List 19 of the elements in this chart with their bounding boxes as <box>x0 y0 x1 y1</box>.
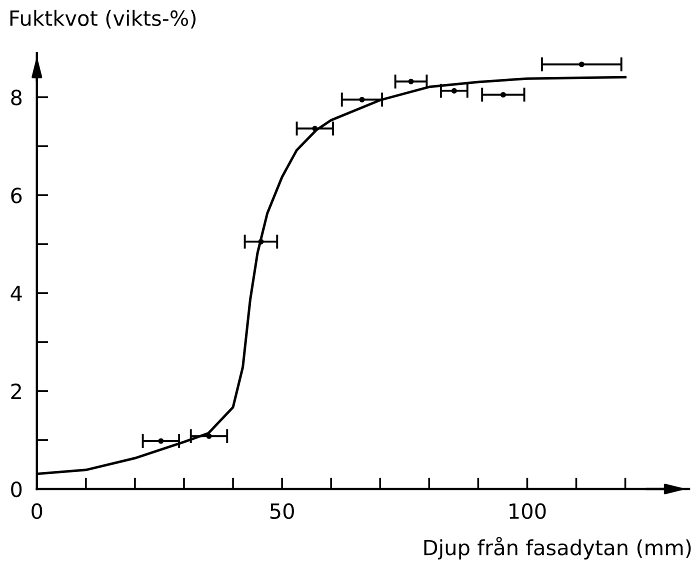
point <box>258 238 264 244</box>
x-tick-label: 50 <box>270 503 294 520</box>
y-axis-title: Fuktkvot (vikts-%) <box>10 10 196 28</box>
x-tick-label: 100 <box>510 503 546 520</box>
y-tick-label: 2 <box>11 384 21 399</box>
point <box>500 92 506 98</box>
y-tick-label: 8 <box>11 90 22 106</box>
x-axis-title: Djup från fasadytan (mm) <box>424 536 691 560</box>
y-tick-label: 4 <box>10 286 22 302</box>
point <box>408 78 414 84</box>
y-tick-label: 6 <box>11 188 22 204</box>
point <box>359 96 365 102</box>
point <box>451 88 457 94</box>
point <box>578 62 584 68</box>
point <box>312 126 318 132</box>
y-tick-label: 0 <box>11 481 22 498</box>
x-tick-label: 0 <box>32 503 42 520</box>
point <box>206 433 212 439</box>
point <box>158 438 164 444</box>
